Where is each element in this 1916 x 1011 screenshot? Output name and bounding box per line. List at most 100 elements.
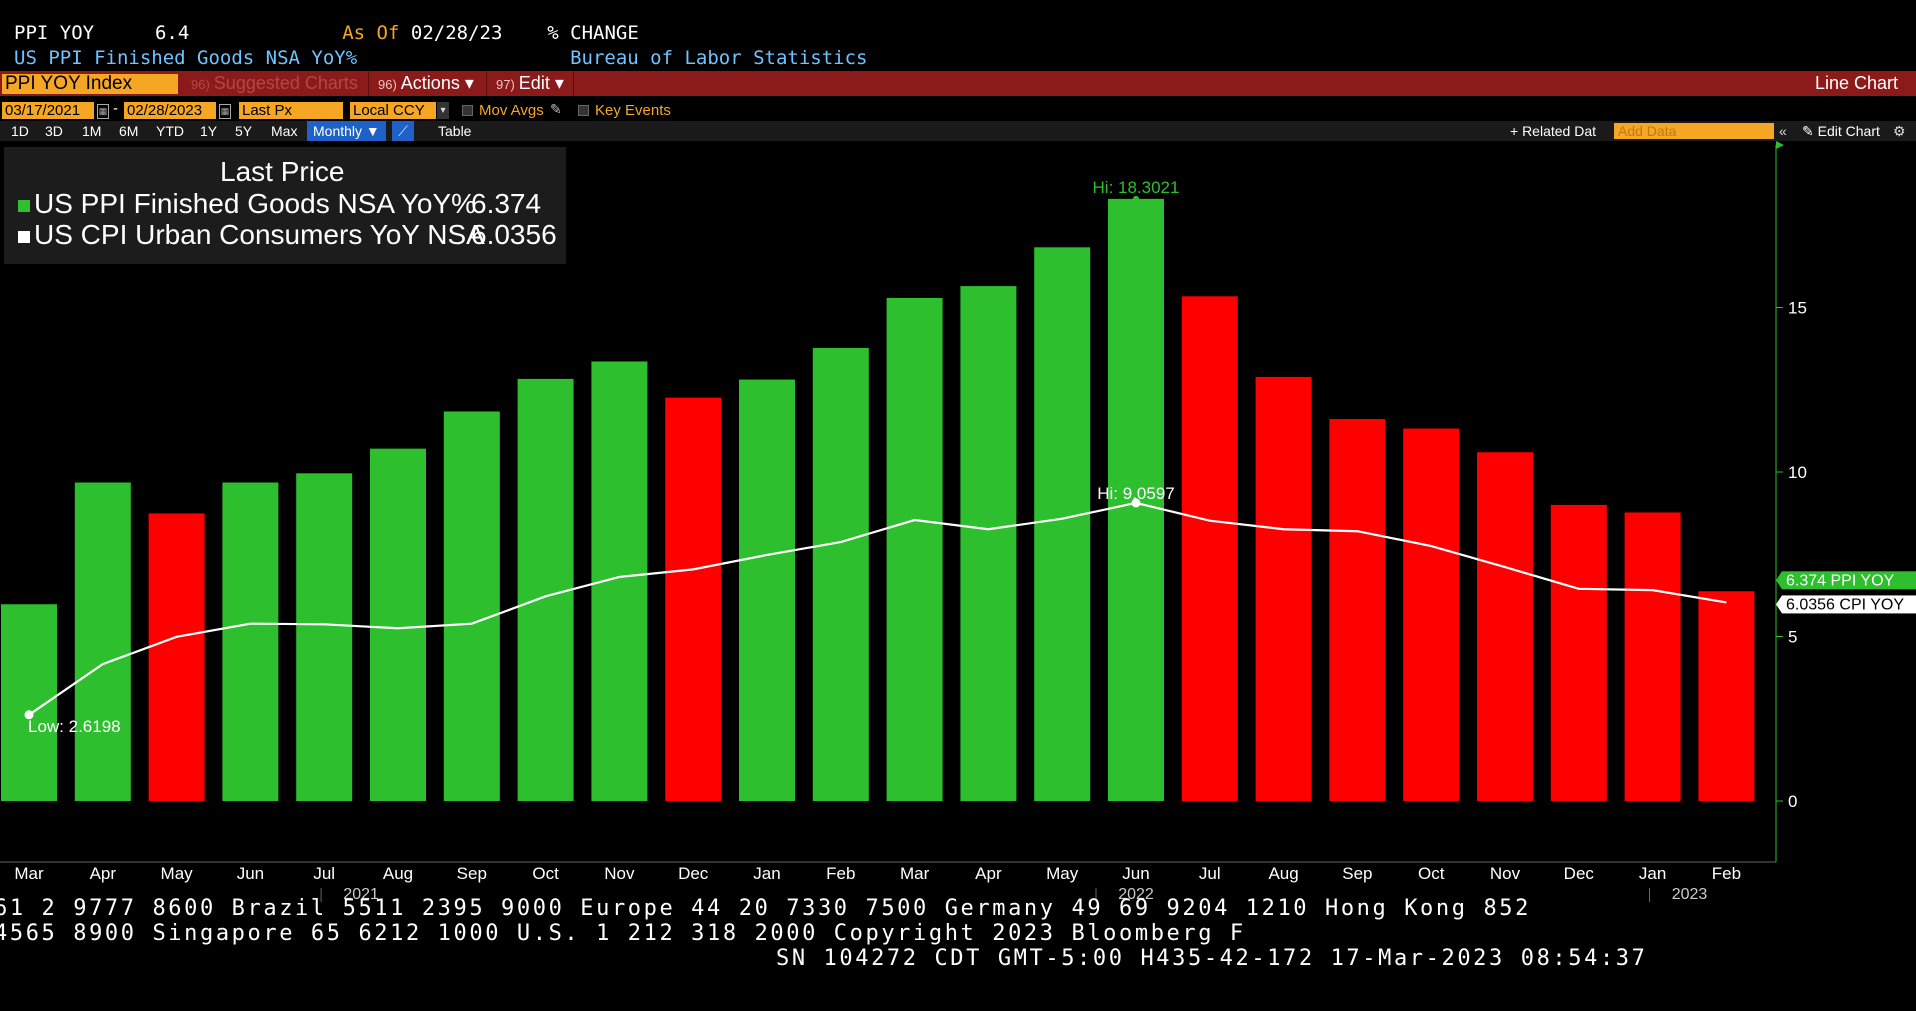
- edit-chart-button[interactable]: ✎ Edit Chart: [1802, 123, 1880, 139]
- range-3d[interactable]: 3D: [45, 123, 63, 139]
- as-of-label: As Of: [342, 22, 400, 44]
- actions-menu-button[interactable]: 96) Actions ▾: [370, 71, 487, 96]
- legend-value-cpi: 6.0356: [471, 219, 557, 250]
- range-5y[interactable]: 5Y: [235, 123, 253, 139]
- x-tick-label: Nov: [604, 864, 635, 883]
- last-value-tag: [1782, 595, 1916, 614]
- ppi-bar: [74, 482, 131, 801]
- range-6m[interactable]: 6M: [119, 123, 139, 139]
- legend-value-ppi: 6.374: [471, 188, 542, 219]
- annotation-label: Hi: 18.3021: [1093, 178, 1180, 197]
- x-tick-label: Aug: [1268, 864, 1298, 883]
- add-data-input[interactable]: Add Data: [1614, 123, 1774, 139]
- annotation-point: [1131, 498, 1141, 508]
- x-tick-label: Dec: [678, 864, 709, 883]
- suggested-charts-button[interactable]: 96) Suggested Charts: [183, 71, 369, 96]
- start-date-input[interactable]: 03/17/2021: [2, 102, 94, 119]
- x-tick-label: Aug: [383, 864, 413, 883]
- ticker-input[interactable]: PPI YOY Index: [2, 74, 178, 94]
- legend-row-ppi: US PPI Finished Goods NSA YoY%: [18, 188, 476, 220]
- ppi-bar: [1550, 504, 1607, 801]
- ppi-bar: [886, 297, 943, 801]
- range-1y[interactable]: 1Y: [200, 123, 218, 139]
- related-data-button[interactable]: + Related Dat: [1510, 123, 1596, 139]
- chevron-down-icon[interactable]: ▾: [437, 102, 449, 119]
- security-description: US PPI Finished Goods NSA YoY%: [14, 47, 358, 69]
- x-tick-label: Jun: [1122, 864, 1149, 883]
- ppi-bar: [1403, 428, 1460, 801]
- y-tick-label: 15: [1788, 299, 1807, 318]
- x-tick-label: Sep: [1342, 864, 1372, 883]
- x-tick-label: Jan: [1639, 864, 1666, 883]
- actions-label: Actions ▾: [400, 73, 474, 93]
- range-ytd[interactable]: YTD: [156, 123, 184, 139]
- y-tick-label: 10: [1788, 463, 1807, 482]
- pencil-icon[interactable]: ✎: [550, 101, 562, 117]
- year-label: 2022: [1118, 886, 1154, 903]
- range-1d[interactable]: 1D: [11, 123, 29, 139]
- x-tick-label: Jul: [1199, 864, 1221, 883]
- x-tick-label: Dec: [1564, 864, 1595, 883]
- date-range-dash: -: [113, 100, 118, 117]
- table-toggle[interactable]: Table: [438, 123, 472, 139]
- ppi-bar: [1329, 419, 1386, 801]
- security-subheader: US PPI Finished Goods NSA YoY% Bureau of…: [14, 47, 868, 69]
- as-of-date: 02/28/23: [410, 22, 503, 44]
- x-tick-label: Apr: [975, 864, 1002, 883]
- chart-type-label[interactable]: Line Chart: [1814, 73, 1898, 93]
- gear-icon[interactable]: ⚙: [1893, 123, 1906, 139]
- end-date-input[interactable]: 02/28/2023: [124, 102, 216, 119]
- ppi-bar: [296, 473, 353, 801]
- y-tick-label: 0: [1788, 792, 1797, 811]
- line-chart-icon[interactable]: ⟋: [392, 121, 414, 141]
- ppi-bar: [1181, 296, 1238, 801]
- x-tick-label: Oct: [532, 864, 559, 883]
- suggested-label: Suggested Charts: [213, 73, 358, 93]
- x-tick-label: May: [1046, 864, 1079, 883]
- ppi-bar: [148, 513, 205, 801]
- x-tick-label: Sep: [457, 864, 487, 883]
- x-tick-label: Mar: [900, 864, 930, 883]
- end-calendar-icon[interactable]: ▦: [219, 104, 231, 119]
- x-tick-label: Jun: [237, 864, 264, 883]
- range-bar: [0, 121, 1916, 141]
- x-tick-label: Oct: [1418, 864, 1445, 883]
- data-source: Bureau of Labor Statistics: [570, 47, 868, 69]
- actions-num: 96): [378, 77, 397, 92]
- last-value-tag-arrow: [1776, 571, 1782, 590]
- annotation-point: [1133, 195, 1139, 202]
- ticker-label: PPI YOY: [14, 22, 95, 44]
- key-events-label: Key Events: [595, 102, 671, 119]
- ppi-bar: [517, 378, 574, 801]
- edit-menu-button[interactable]: 97) Edit ▾: [488, 71, 574, 96]
- start-calendar-icon[interactable]: ▦: [97, 104, 109, 119]
- x-tick-label: Nov: [1490, 864, 1521, 883]
- currency-select[interactable]: Local CCY: [350, 102, 436, 119]
- collapse-icon[interactable]: «: [1779, 123, 1787, 139]
- ppi-bar: [739, 379, 795, 801]
- mov-avgs-checkbox[interactable]: [462, 105, 473, 116]
- legend-box: [4, 147, 566, 264]
- footer-contacts-line1: 61 2 9777 8600 Brazil 5511 2395 9000 Eur…: [0, 896, 1531, 921]
- command-toolbar: [0, 71, 1916, 96]
- ppi-bar: [222, 482, 279, 801]
- period-select[interactable]: Monthly ▼: [307, 121, 386, 141]
- x-tick-label: Feb: [1712, 864, 1741, 883]
- security-header: PPI YOY 6.4 As Of 02/28/23 % CHANGE: [14, 22, 639, 44]
- ppi-bar: [370, 448, 426, 801]
- year-label: 2021: [343, 886, 379, 903]
- key-events-checkbox[interactable]: [578, 105, 589, 116]
- ppi-bar: [443, 411, 500, 801]
- field-select[interactable]: Last Px: [239, 102, 343, 119]
- legend-swatch-cpi: [18, 230, 30, 243]
- change-label: % CHANGE: [547, 22, 639, 44]
- last-value-tag: [1782, 571, 1916, 590]
- x-tick-label: Jul: [313, 864, 335, 883]
- edit-num: 97): [496, 77, 515, 92]
- legend-row-cpi: US CPI Urban Consumers YoY NSA: [18, 219, 485, 251]
- range-1m[interactable]: 1M: [82, 123, 102, 139]
- footer-session-line: SN 104272 CDT GMT-5:00 H435-42-172 17-Ma…: [776, 946, 1648, 971]
- range-max[interactable]: Max: [271, 123, 298, 139]
- x-tick-label: Feb: [826, 864, 855, 883]
